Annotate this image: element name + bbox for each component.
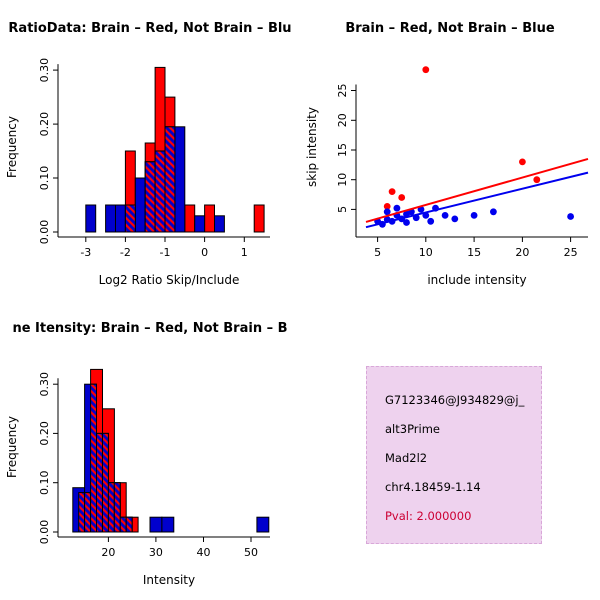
hist-bar-overlap: [119, 516, 127, 533]
y-tick-label: 0.30: [38, 58, 51, 83]
x-tick-label: 1: [241, 246, 248, 259]
y-tick-label: 0.10: [38, 166, 51, 191]
x-tick-label: 15: [467, 246, 481, 259]
x-tick-label: 20: [101, 546, 115, 559]
y-tick-label: 0.20: [38, 421, 51, 446]
hist-bar-not-brain: [174, 126, 186, 233]
panel-intensity-scatter: 5 10 15 20 25 5 10 15 20 25 include intensity skip …: [300, 0, 600, 300]
y-tick-label: 5: [336, 206, 349, 213]
y-axis-label: skip intensity: [305, 107, 319, 187]
y-tick-label: 15: [336, 143, 349, 157]
y-tick-label: 20: [336, 113, 349, 127]
hist-bar-not-brain: [115, 204, 126, 233]
point-brain: [519, 158, 526, 166]
panel-ratio-histogram: -3 -2 -1 0 1 0.00 0.10 0.20 0.30 Log2 Ratio Skip/…: [0, 0, 300, 300]
hist-bar-overlap: [113, 482, 121, 533]
hist-bar-not-brain: [134, 177, 146, 233]
y-tick-label: 0.00: [38, 520, 51, 545]
pval-text: Pval: 2.000000: [385, 509, 472, 523]
hist-bar-overlap: [144, 161, 156, 233]
hist-bar-overlap: [84, 492, 91, 533]
x-tick-label: 5: [374, 246, 381, 259]
point-not-brain: [441, 212, 449, 219]
x-axis-label: Intensity: [143, 573, 195, 587]
hist-bar-overlap: [164, 126, 176, 233]
gene-intensity-histogram: 20 30 40 50 0.00 0.10 0.20 0.30 Intensity Frequen…: [5, 321, 288, 587]
event-info-box: G7123346@J934829@j_ alt3Prime Mad2l2 chr…: [366, 366, 542, 544]
x-tick-label: -3: [80, 246, 91, 259]
y-tick-label: 0.30: [38, 372, 51, 397]
x-tick-label: -1: [160, 246, 171, 259]
y-axis-label: Frequency: [5, 116, 19, 178]
point-not-brain: [403, 219, 410, 226]
x-axis-label: Log2 Ratio Skip/Include: [99, 273, 240, 287]
x-tick-label: 40: [197, 546, 211, 559]
point-brain: [383, 203, 391, 210]
trend-line-brain: [365, 157, 589, 223]
x-tick-label: 50: [244, 546, 258, 559]
hist-bar-overlap: [102, 432, 109, 533]
hist-bar-brain: [204, 204, 216, 233]
y-tick-label: 25: [336, 84, 349, 98]
point-brain: [398, 194, 406, 201]
point-brain: [533, 176, 541, 184]
chart-title: ne Itensity: Brain – Red, Not Brain – B: [12, 321, 287, 336]
chart-title: Brain – Red, Not Brain – Blue: [345, 21, 554, 36]
point-not-brain: [470, 212, 478, 219]
point-not-brain: [451, 215, 459, 223]
point-not-brain: [383, 208, 391, 216]
hist-bar-not-brain: [161, 516, 175, 533]
point-brain: [422, 66, 430, 74]
point-not-brain: [427, 217, 435, 225]
hist-bar-overlap: [154, 150, 166, 233]
point-brain: [388, 188, 396, 196]
x-tick-label: 0: [201, 246, 208, 259]
point-not-brain: [490, 208, 497, 216]
hist-bar-not-brain: [194, 215, 206, 233]
y-tick-label: 10: [336, 173, 349, 187]
gene-id-text: G7123346@J934829@j_: [385, 393, 525, 407]
y-tick-label: 0.20: [38, 112, 51, 137]
hist-bar-overlap: [90, 383, 97, 533]
point-not-brain: [393, 204, 401, 212]
trend-line-not-brain: [365, 171, 589, 229]
x-tick-label: 30: [149, 546, 163, 559]
y-tick-label: 0.10: [38, 470, 51, 495]
panel-gene-intensity-histogram: 20 30 40 50 0.00 0.10 0.20 0.30 Intensity Frequen…: [0, 300, 300, 600]
event-type-text: alt3Prime: [385, 422, 441, 436]
gene-name-text: Mad2l2: [385, 451, 428, 465]
x-tick-label: 10: [419, 246, 433, 259]
hist-bar-not-brain: [214, 215, 225, 233]
hist-bar-overlap: [78, 492, 86, 533]
x-axis-label: include intensity: [427, 273, 526, 287]
skip-include-scatter: 5 10 15 20 25 5 10 15 20 25 include intensity skip …: [305, 21, 589, 287]
hist-bar-overlap: [125, 516, 133, 533]
hist-bar-not-brain: [149, 516, 163, 533]
panel-event-info: G7123346@J934829@j_ alt3Prime Mad2l2 chr…: [300, 300, 600, 600]
chart-title: RatioData: Brain – Red, Not Brain – Blu: [8, 21, 291, 36]
hist-bar-overlap: [96, 432, 103, 533]
hist-bar-not-brain: [105, 204, 116, 233]
x-tick-label: -2: [120, 246, 131, 259]
hist-bar-brain: [184, 204, 196, 233]
hist-bar-overlap: [107, 482, 115, 533]
location-text: chr4.18459-1.14: [385, 480, 481, 494]
y-tick-label: 0.00: [38, 220, 51, 245]
hist-bar-overlap: [124, 204, 136, 233]
x-tick-label: 20: [515, 246, 529, 259]
hist-bar-not-brain: [85, 204, 97, 233]
log2-ratio-histogram: -3 -2 -1 0 1 0.00 0.10 0.20 0.30 Log2 Ratio Skip/…: [5, 21, 292, 287]
y-axis-label: Frequency: [5, 416, 19, 478]
x-tick-label: 25: [564, 246, 578, 259]
hist-bar-brain: [253, 204, 265, 233]
point-not-brain: [567, 213, 574, 220]
hist-bar-not-brain: [256, 516, 270, 533]
